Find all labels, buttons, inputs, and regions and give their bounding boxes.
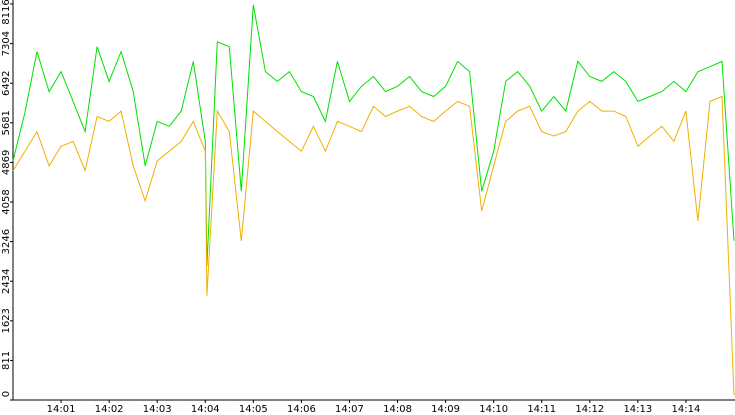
y-tick-label: 5681 — [1, 110, 12, 135]
y-tick-label: 0 — [1, 391, 12, 397]
x-tick-label: 14:07 — [335, 404, 364, 415]
x-tick-label: 14:02 — [95, 404, 124, 415]
x-tick-label: 14:05 — [239, 404, 268, 415]
x-tick-label: 14:09 — [431, 404, 460, 415]
x-tick-label: 14:04 — [191, 404, 220, 415]
y-tick-label: 2434 — [1, 269, 12, 294]
x-tick-label: 14:11 — [527, 404, 556, 415]
x-tick-label: 14:08 — [383, 404, 412, 415]
y-tick-label: 1623 — [1, 308, 12, 333]
y-tick-label: 8116 — [1, 0, 12, 25]
y-tick-label: 4869 — [1, 150, 12, 175]
y-tick-label: 6492 — [1, 71, 12, 96]
x-tick-label: 14:01 — [47, 404, 76, 415]
y-tick-label: 811 — [1, 351, 12, 370]
y-tick-label: 7304 — [1, 31, 12, 56]
y-tick-label: 3246 — [1, 229, 12, 254]
x-tick-label: 14:10 — [479, 404, 508, 415]
y-tick-label: 4058 — [1, 189, 12, 214]
x-tick-label: 14:13 — [623, 404, 652, 415]
x-tick-label: 14:06 — [287, 404, 316, 415]
series-line — [12, 4, 735, 266]
x-tick-label: 14:03 — [143, 404, 172, 415]
series-line — [12, 95, 735, 396]
x-tick-label: 14:14 — [672, 404, 701, 415]
x-tick-label: 14:12 — [575, 404, 604, 415]
